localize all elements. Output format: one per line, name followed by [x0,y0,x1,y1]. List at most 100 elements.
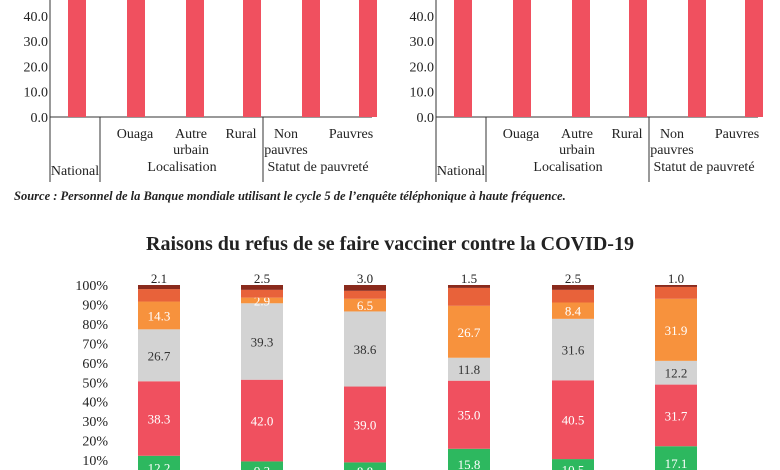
data-label: 8.4 [565,304,582,319]
bar-0 [454,0,472,117]
y-tick-label: 60% [82,357,108,372]
source-note: Source : Personnel de la Banque mondiale… [14,189,566,203]
stack-segment-red [448,380,490,449]
stack-segment-green [241,461,283,470]
bar-1 [513,0,531,117]
stack-segment-orange_red [241,289,283,298]
y-tick-label: 0.0 [417,111,435,126]
stack-segment-dark_red [344,285,386,291]
stack-segment-dark_red [448,285,490,288]
data-label: 26.7 [148,348,171,363]
stack-segment-orange_red [655,286,697,299]
stack-segment-green [655,446,697,470]
category-label: Non [274,127,298,142]
stack-segment-orange [655,298,697,361]
data-label: 31.7 [665,408,688,423]
data-label: 10.5 [562,462,585,470]
stack-segment-orange [344,298,386,312]
y-tick-label: 0.0 [31,111,49,126]
y-tick-label: 10.0 [24,86,49,101]
stack-segment-orange [241,297,283,304]
y-tick-label: 50% [82,376,108,391]
category-label: Autre [561,127,593,142]
stack-segment-red [655,384,697,447]
y-tick-label: 40.0 [24,10,49,25]
y-tick-label: 20% [82,435,108,450]
data-label: 11.8 [458,362,480,377]
group-label: Localisation [147,160,216,175]
data-label: 2.1 [151,271,167,286]
data-label: 9.3 [254,463,270,470]
bar-3 [243,0,261,117]
y-tick-label: 70% [82,337,108,352]
group-label: Localisation [533,160,602,175]
category-label: Ouaga [503,127,540,142]
data-label: 1.5 [461,271,477,286]
category-label: Rural [225,127,256,142]
bar-5 [745,0,763,117]
bar-2 [572,0,590,117]
category-label: pauvres [264,143,308,158]
stack-segment-dark_red [241,285,283,290]
bar-4 [688,0,706,117]
y-tick-label: 90% [82,298,108,313]
data-label: 42.0 [251,414,274,429]
data-label: 15.8 [458,457,481,470]
data-label: 38.3 [148,412,171,427]
category-label: Pauvres [329,127,373,142]
stack-segment-orange [448,305,490,358]
data-label: 40.5 [562,413,585,428]
bar-2 [186,0,204,117]
bar-3 [629,0,647,117]
data-label: 17.1 [665,456,688,470]
stack-segment-gray [241,303,283,380]
data-label: 12.2 [148,461,171,470]
stack-segment-gray [655,360,697,385]
data-label: 35.0 [458,408,481,423]
stack-segment-red [241,379,283,462]
stack-segment-red [138,381,180,456]
stack-segment-gray [138,329,180,382]
data-label: 3.0 [357,271,373,286]
stacked-chart-title: Raisons du refus de se faire vacciner co… [146,233,634,255]
stack-segment-dark_red [655,285,697,287]
category-label: urbain [173,143,209,158]
data-label: 26.7 [458,325,481,340]
stack-segment-orange [552,302,594,319]
category-label: Pauvres [715,127,759,142]
category-label: Non [660,127,684,142]
y-tick-label: 40.0 [410,10,435,25]
bar-5 [359,0,377,117]
y-tick-label: 10% [82,454,108,469]
y-tick-label: 10.0 [410,86,435,101]
category-label: pauvres [650,143,694,158]
stack-segment-orange [138,301,180,330]
category-label: Rural [611,127,642,142]
data-label: 2.5 [254,271,270,286]
category-label: urbain [559,143,595,158]
data-label: 12.2 [665,366,688,381]
category-label: Ouaga [117,127,154,142]
data-label: 39.0 [354,417,377,432]
bar-0 [68,0,86,117]
stack-segment-orange_red [344,290,386,299]
y-tick-label: 30.0 [24,35,49,50]
y-tick-label: 100% [75,279,108,294]
y-tick-label: 30% [82,415,108,430]
stack-segment-gray [552,318,594,381]
data-label: 2.5 [565,271,581,286]
y-tick-label: 80% [82,318,108,333]
stack-segment-gray [448,357,490,381]
stack-segment-orange_red [138,289,180,302]
data-label: 14.3 [148,308,171,323]
stack-segment-orange_red [448,287,490,306]
y-tick-label: 30.0 [410,35,435,50]
data-label: 6.5 [357,298,373,313]
stack-segment-green [448,448,490,470]
group-label: Statut de pauvreté [267,160,368,175]
category-label: Autre [175,127,207,142]
stack-segment-green [138,455,180,470]
data-label: 1.0 [668,271,684,286]
stack-segment-red [552,380,594,460]
